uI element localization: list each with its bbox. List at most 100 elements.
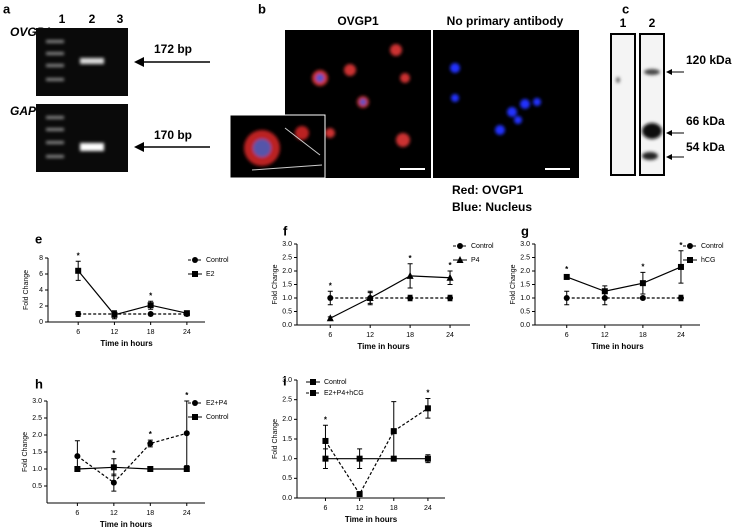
panel-letter: a: [3, 1, 11, 16]
lane-label: 1: [620, 16, 627, 30]
legend-label: Control: [324, 379, 347, 386]
legend-label: Control: [701, 243, 724, 250]
legend-label: Control: [471, 243, 494, 250]
y-tick-label: 0: [39, 319, 43, 326]
panel-letter: h: [35, 376, 43, 391]
y-tick-label: 3.0: [282, 377, 292, 384]
point: [183, 430, 190, 437]
arrow: [666, 69, 684, 160]
legend-label: Control: [206, 414, 229, 421]
significance-mark: *: [112, 449, 116, 458]
point: [183, 310, 190, 317]
y-tick-label: 1.5: [520, 281, 530, 288]
significance-mark: *: [149, 291, 153, 300]
y-axis-label: Fold Change: [22, 432, 29, 472]
x-tick-label: 6: [76, 329, 80, 336]
point: [356, 491, 363, 498]
x-tick-label: 6: [75, 510, 79, 517]
y-tick-label: 1.0: [32, 466, 42, 473]
y-tick-label: 2.5: [282, 254, 292, 261]
x-tick-label: 24: [424, 505, 432, 512]
x-tick-label: 12: [111, 329, 119, 336]
y-axis-label: Fold Change: [272, 264, 279, 304]
point: [677, 263, 684, 270]
legend-marker: [310, 390, 316, 396]
y-tick-label: 2.0: [282, 416, 292, 423]
gel: [36, 28, 128, 172]
significance-mark: *: [426, 389, 430, 398]
x-tick-label: 6: [565, 332, 569, 339]
y-tick-label: 1.0: [282, 295, 292, 302]
arrow: [134, 57, 210, 152]
point: [75, 267, 82, 274]
x-tick-label: 12: [110, 510, 118, 517]
significance-mark: *: [641, 262, 645, 271]
legend-marker: [687, 243, 693, 249]
x-tick-label: 12: [601, 332, 609, 339]
x-tick-label: 24: [183, 510, 191, 517]
legend-label: Control: [206, 257, 229, 264]
y-tick-label: 2.0: [282, 268, 292, 275]
significance-mark: *: [448, 261, 452, 270]
significance-mark: *: [324, 415, 328, 424]
y-tick-label: 2.0: [32, 432, 42, 439]
point: [424, 405, 431, 412]
y-tick-label: 2.0: [520, 268, 530, 275]
y-axis-label: Fold Change: [272, 419, 279, 459]
legend-label: E2: [206, 271, 215, 278]
point: [326, 314, 334, 322]
legend-marker: [192, 257, 198, 263]
y-tick-label: 0.5: [282, 475, 292, 482]
series-line: [566, 266, 682, 292]
point: [447, 295, 454, 301]
legend-label: E2+P4+hCG: [324, 390, 364, 397]
y-tick-label: 0.5: [282, 308, 292, 315]
legend-label: hCG: [701, 257, 715, 264]
y-tick-label: 2: [39, 303, 43, 310]
point: [74, 466, 81, 472]
size-label: 170 bp: [154, 128, 192, 142]
x-axis-label: Time in hours: [345, 515, 398, 524]
panel-letter: e: [35, 231, 42, 246]
point: [563, 295, 570, 301]
y-tick-label: 4: [39, 287, 43, 294]
mw-label: 120 kDa: [686, 53, 732, 67]
point: [147, 311, 154, 317]
significance-mark: *: [565, 265, 569, 274]
y-tick-label: 1.0: [520, 295, 530, 302]
panel-letter: g: [521, 223, 529, 238]
x-tick-label: 12: [356, 505, 364, 512]
point: [677, 295, 684, 301]
legend-marker: [192, 271, 198, 277]
point: [147, 466, 154, 472]
y-tick-label: 0.0: [282, 322, 292, 329]
panel-letter: i: [283, 373, 287, 388]
point: [327, 295, 334, 301]
stain-legend: Blue: Nucleus: [452, 200, 532, 214]
point: [446, 273, 454, 281]
y-tick-label: 0.5: [520, 308, 530, 315]
size-label: 172 bp: [154, 42, 192, 56]
y-tick-label: 3.0: [520, 241, 530, 248]
lane-label: 3: [117, 12, 124, 26]
point: [406, 271, 414, 279]
x-tick-label: 24: [446, 332, 454, 339]
point: [639, 280, 646, 287]
point: [322, 455, 329, 462]
series-line: [77, 270, 188, 316]
point: [424, 455, 431, 462]
panel-letter: b: [258, 1, 266, 16]
significance-mark: *: [77, 251, 81, 260]
series-line: [77, 466, 187, 470]
y-tick-label: 1.5: [282, 436, 292, 443]
stain-legend: Red: OVGP1: [452, 183, 524, 197]
point: [110, 464, 117, 471]
series-line: [77, 432, 187, 484]
y-tick-label: 1.5: [282, 281, 292, 288]
point: [563, 273, 570, 280]
point: [407, 295, 414, 301]
legend-label: E2+P4: [206, 400, 227, 407]
legend-marker: [192, 400, 198, 406]
